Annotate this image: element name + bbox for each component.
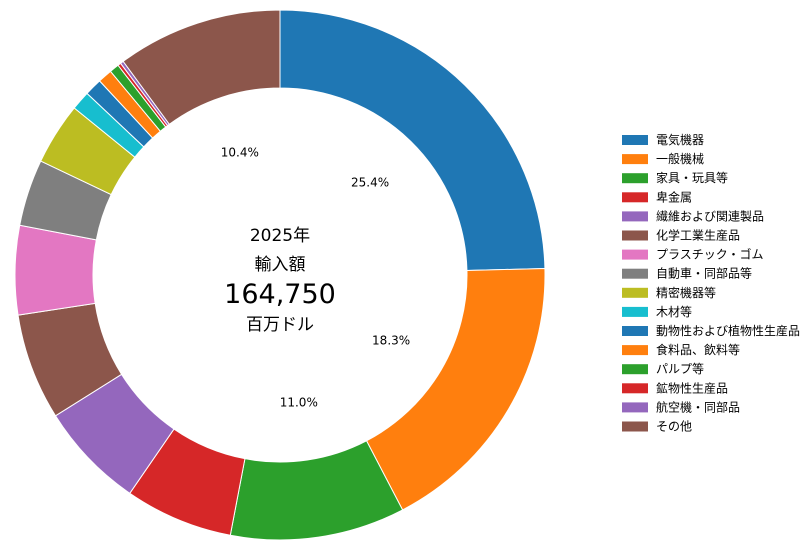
legend-label-11: 食料品、飲料等	[656, 342, 740, 357]
center-unit: 百万ドル	[246, 315, 314, 335]
legend-swatch-9	[622, 306, 648, 317]
legend-label-0: 電気機器	[656, 132, 704, 147]
legend-swatch-12	[622, 364, 648, 375]
legend-label-7: 自動車・同部品等	[656, 266, 752, 281]
legend-swatch-15	[622, 421, 648, 432]
legend-label-13: 鉱物性生産品	[656, 380, 728, 395]
center-year: 2025年	[250, 226, 310, 246]
legend-label-8: 精密機器等	[656, 285, 716, 300]
legend-swatch-6	[622, 249, 648, 260]
legend-swatch-1	[622, 154, 648, 165]
legend-swatch-10	[622, 326, 648, 336]
slice-1	[365, 268, 546, 511]
legend-swatch-4	[622, 211, 648, 222]
legend-label-2: 家具・玩具等	[656, 170, 728, 185]
slice-0	[279, 9, 546, 271]
legend: 電気機器一般機械家具・玩具等卑金属繊維および関連製品化学工業生産品プラスチック・…	[622, 132, 800, 434]
legend-label-5: 化学工業生産品	[656, 228, 740, 243]
legend-label-4: 繊維および関連製品	[656, 209, 764, 223]
legend-label-12: パルプ等	[656, 362, 704, 376]
legend-label-10: 動物性および植物性生産品	[656, 323, 800, 338]
legend-swatch-14	[622, 402, 648, 413]
pct-label-0: 25.4%	[351, 176, 389, 190]
legend-label-6: プラスチック・ゴム	[656, 247, 764, 262]
legend-swatch-13	[622, 383, 648, 394]
pct-label-2: 11.0%	[280, 396, 318, 410]
center-label: 2025年 輸入額 164,750 百万ドル	[224, 226, 336, 335]
donut-slices	[14, 9, 546, 541]
legend-swatch-3	[622, 192, 648, 203]
percentage-labels: 25.4% 18.3% 11.0% 10.4%	[221, 145, 410, 409]
legend-swatch-7	[622, 268, 648, 279]
center-label-text: 輸入額	[255, 255, 306, 275]
legend-label-3: 卑金属	[656, 189, 692, 204]
legend-swatch-5	[622, 230, 648, 241]
legend-label-9: 木材等	[656, 305, 692, 319]
legend-swatch-11	[622, 345, 648, 356]
legend-swatch-8	[622, 287, 648, 298]
legend-swatch-2	[622, 173, 648, 184]
legend-swatch-0	[622, 135, 648, 145]
slice-6	[14, 224, 97, 316]
pct-label-1: 18.3%	[372, 334, 410, 348]
legend-label-15: その他	[656, 420, 692, 434]
center-value: 164,750	[224, 279, 336, 310]
slice-15	[122, 9, 281, 125]
pct-label-15: 10.4%	[221, 145, 259, 159]
legend-label-14: 航空機・同部品	[656, 399, 740, 414]
legend-label-1: 一般機械	[656, 151, 704, 166]
